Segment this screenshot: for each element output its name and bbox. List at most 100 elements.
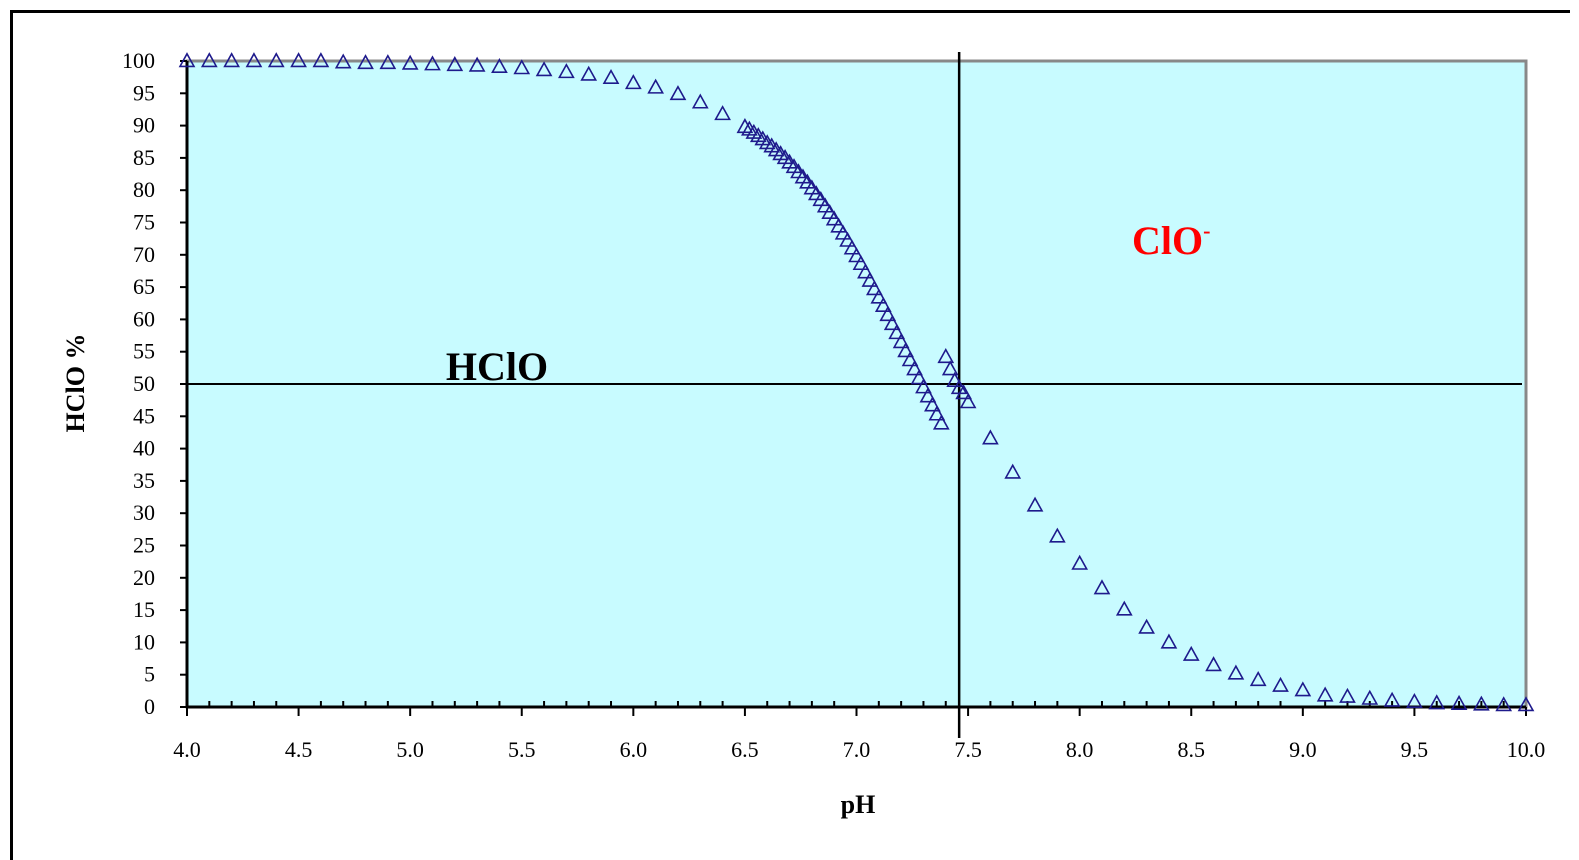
chart-frame [10, 10, 1570, 860]
data-point-marker [1205, 656, 1222, 672]
y-tick-label: 80 [133, 177, 155, 202]
data-point-marker [848, 247, 865, 263]
data-point-marker [401, 54, 419, 70]
data-point-marker [865, 280, 883, 296]
data-point-marker [1294, 681, 1312, 697]
data-point-marker [312, 52, 330, 68]
y-tick-label: 100 [122, 48, 155, 73]
y-tick-label: 25 [133, 533, 155, 558]
data-point-marker [834, 224, 852, 240]
x-tick-label: 6.5 [731, 737, 759, 762]
data-point-marker [1115, 600, 1133, 616]
data-point-marker [290, 52, 307, 68]
data-point-marker [825, 210, 843, 226]
data-point-marker [1071, 554, 1089, 570]
y-tick-label: 15 [133, 597, 155, 622]
data-point-marker [959, 393, 977, 409]
data-point-marker [901, 351, 919, 367]
data-point-marker [446, 56, 464, 72]
data-point-marker [647, 78, 665, 94]
data-point-marker [736, 118, 754, 134]
x-tick-label: 7.5 [954, 737, 982, 762]
data-point-marker [857, 263, 874, 279]
data-point-marker [1473, 695, 1490, 711]
data-point-marker [861, 271, 879, 287]
data-point-marker [1160, 633, 1178, 649]
data-point-marker [178, 52, 196, 68]
data-point-marker [1361, 689, 1379, 705]
data-point-marker [1004, 463, 1022, 479]
data-point-marker [897, 342, 914, 358]
x-tick-label: 4.0 [173, 737, 201, 762]
x-tick-label: 9.0 [1289, 737, 1317, 762]
data-point-marker [839, 231, 856, 247]
y-tick-label: 50 [133, 371, 155, 396]
data-point-marker [1383, 691, 1401, 707]
data-point-marker [1048, 527, 1066, 543]
data-point-marker [1093, 579, 1111, 595]
clo-label-base: ClO [1132, 218, 1203, 263]
data-point-marker [892, 333, 910, 349]
data-point-marker [1026, 496, 1044, 512]
data-point-marker [919, 387, 937, 403]
x-tick-label: 8.5 [1178, 737, 1206, 762]
y-tick-label: 35 [133, 468, 155, 493]
x-tick-label: 5.5 [508, 737, 536, 762]
data-point-marker [535, 61, 553, 77]
x-tick-labels: 4.0 4.5 5.0 5.5 6.0 6.5 7.0 7.5 8.0 8.5 9.0 9.5 10.0 [173, 737, 1545, 762]
data-point-marker [691, 93, 709, 109]
data-point-marker [1182, 645, 1200, 661]
x-axis-title: pH [841, 790, 876, 819]
data-point-marker [558, 63, 575, 79]
y-tick-label: 70 [133, 242, 155, 267]
data-point-marker [513, 59, 531, 75]
data-point-marker [1495, 696, 1513, 712]
y-tick-label: 55 [133, 339, 155, 364]
hclo-region-label: HClO [446, 344, 548, 389]
data-point-marker [1138, 618, 1155, 634]
data-point-marker [357, 54, 374, 70]
data-point-marker [906, 360, 923, 376]
data-point-marker [816, 197, 834, 213]
data-point-marker [223, 52, 240, 68]
data-point-marker [1517, 696, 1535, 712]
y-tick-label: 90 [133, 113, 155, 138]
data-point-marker [1249, 671, 1267, 687]
data-point-marker [879, 306, 897, 322]
data-point-marker [245, 52, 263, 68]
data-point-marker [955, 384, 972, 400]
y-tick-label: 95 [133, 80, 155, 105]
y-tick-label: 20 [133, 565, 155, 590]
y-tick-label: 0 [144, 694, 155, 719]
x-tick-label: 10.0 [1507, 737, 1546, 762]
x-tick-label: 4.5 [285, 737, 313, 762]
data-point-marker [1227, 664, 1245, 680]
data-point-marker [334, 53, 352, 69]
clo-region-label: ClO- [1132, 218, 1210, 263]
y-tick-label: 40 [133, 436, 155, 461]
data-point-marker [602, 68, 620, 84]
y-tick-label: 85 [133, 145, 155, 170]
data-point-marker [924, 396, 941, 412]
data-point-marker [883, 315, 901, 331]
y-tick-label: 45 [133, 403, 155, 428]
y-tick-labels: 0 5 10 15 20 25 30 35 40 45 50 55 60 65 70 75 80 85 90 95 10… [122, 48, 155, 719]
data-point-marker [1428, 694, 1446, 710]
data-point-marker [1450, 694, 1468, 710]
data-point-marker [946, 371, 964, 387]
y-tick-label: 75 [133, 210, 155, 235]
data-point-marker [910, 369, 928, 385]
clo-label-superscript: - [1203, 218, 1210, 243]
data-point-marker [843, 239, 861, 255]
data-point-marker [200, 52, 218, 68]
data-point-marker [624, 74, 642, 90]
data-point-marker [812, 191, 830, 207]
data-point-marker [932, 414, 950, 430]
data-point-marker [821, 203, 839, 220]
x-tick-label: 7.0 [843, 737, 871, 762]
data-point-marker [1406, 692, 1423, 709]
y-tick-label: 10 [133, 629, 155, 654]
data-point-marker [267, 52, 285, 68]
data-point-marker [669, 85, 687, 101]
